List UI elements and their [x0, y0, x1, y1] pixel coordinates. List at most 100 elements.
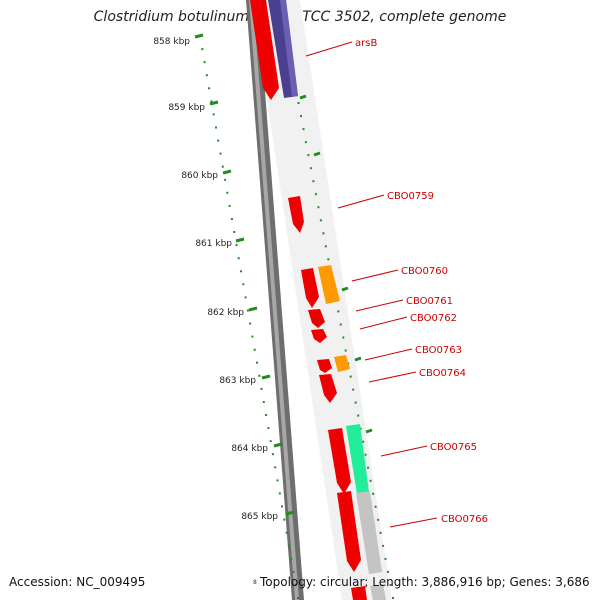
track-dot [357, 414, 360, 417]
cbo0762-red [311, 329, 327, 343]
track-dot [297, 102, 300, 104]
arsb-red-block [250, 0, 279, 100]
ruler-dot [283, 518, 286, 521]
ruler-dot [265, 414, 268, 416]
leader-line-cbo0763 [364, 348, 413, 361]
ruler-dot [242, 283, 245, 286]
track-dot [367, 466, 370, 469]
ruler-label: 860 kbp [181, 171, 218, 181]
ruler-tick [235, 237, 245, 243]
ruler-dot [240, 270, 242, 273]
cbo0765-green [346, 424, 369, 494]
bottom-grey-block [370, 584, 386, 600]
ruler-ticks [194, 33, 295, 516]
gene-label-cbo0766: CBO0766 [441, 514, 488, 525]
outer-tick [313, 151, 321, 157]
track-dot [359, 427, 362, 430]
topology-text: Topology: circular; Length: 3,886,916 bp… [260, 575, 590, 589]
track-dot [352, 388, 355, 391]
track-dot [372, 492, 375, 495]
ruler-dot [269, 440, 272, 443]
bottom-red-block [351, 586, 367, 600]
ruler-dot [244, 296, 247, 299]
track-dot [304, 141, 307, 144]
ruler-label: 862 kbp [207, 308, 244, 318]
ruler-tick [194, 33, 204, 39]
arsb-purple-shade [280, 0, 298, 97]
ruler-dot [271, 453, 274, 456]
track-dot [312, 180, 315, 183]
cbo0761-red [308, 309, 325, 328]
track-dot [344, 349, 347, 352]
ruler-dot [294, 583, 297, 586]
ruler-dot [251, 335, 254, 338]
leader-line-cbo0759 [337, 194, 385, 209]
ruler-dot [281, 505, 283, 508]
track-dot [302, 128, 305, 131]
leader-lines [305, 41, 438, 528]
gene-label-cbo0760: CBO0760 [401, 266, 448, 277]
ruler-dot [219, 152, 222, 155]
ruler-dot [287, 544, 290, 547]
ruler-dot [246, 309, 249, 312]
track-dot [389, 584, 392, 586]
gene-label-cbo0761: CBO0761 [406, 296, 453, 307]
ruler-dot [237, 257, 240, 260]
accession-text: Accession: NC_009495 [9, 575, 146, 589]
outer-tick [299, 94, 307, 100]
track-dot [317, 206, 320, 209]
ruler-dot [208, 87, 211, 90]
ruler-dot [290, 557, 293, 560]
cbo0764-red [319, 374, 337, 403]
backbone-highlight [249, 0, 299, 600]
gene-label-arsb: arsB [355, 38, 377, 49]
footer-mark: 8 [253, 579, 257, 586]
ruler-dot [201, 48, 204, 51]
outer-tick [341, 286, 349, 292]
track-dot [319, 219, 322, 222]
position-ruler: 858 kbp 859 kbp 860 kbp 861 kbp 862 kbp … [153, 33, 299, 599]
cbo0766-red [337, 491, 361, 572]
cbo0763-red [317, 359, 332, 373]
track-dot [379, 531, 382, 534]
track-dot [307, 154, 310, 157]
ruler-dot [233, 231, 236, 233]
ruler-dot [249, 322, 252, 325]
track-dot [364, 453, 367, 456]
leader-line-cbo0765 [380, 445, 428, 457]
cbo0759-red [288, 196, 304, 233]
ruler-dot [278, 492, 281, 495]
ruler-dot [221, 165, 224, 168]
cbo0763-orange [334, 355, 350, 372]
ruler-dot [274, 466, 277, 469]
ruler-dot [210, 100, 213, 103]
ruler-label: 864 kbp [231, 444, 268, 454]
ruler-dot [226, 191, 229, 194]
cbo0766-grey [356, 491, 382, 574]
ruler-label: 865 kbp [241, 512, 278, 522]
ruler-dot [215, 126, 217, 129]
ruler-tick [273, 442, 283, 448]
ruler-dot [235, 244, 238, 247]
ruler-dot [262, 401, 265, 403]
ruler-tick [222, 169, 232, 175]
track-dot [314, 193, 317, 196]
ruler-label: 859 kbp [168, 103, 205, 113]
track-dot [342, 336, 345, 339]
ruler-dot [292, 570, 295, 573]
outer-ticks [299, 94, 373, 434]
track-dot [392, 597, 394, 599]
cbo0760-red [301, 268, 319, 308]
track-dot [377, 518, 380, 521]
features [250, 0, 386, 600]
ruler-dot [258, 374, 261, 377]
track-dot [309, 167, 312, 170]
track-dot [327, 258, 330, 261]
outer-tick [354, 356, 362, 362]
track-dot [374, 505, 377, 508]
cbo0760-orange [318, 265, 340, 304]
ruler-dot [253, 348, 256, 351]
leader-line-cbo0764 [368, 371, 417, 383]
ruler-dot [276, 479, 279, 482]
